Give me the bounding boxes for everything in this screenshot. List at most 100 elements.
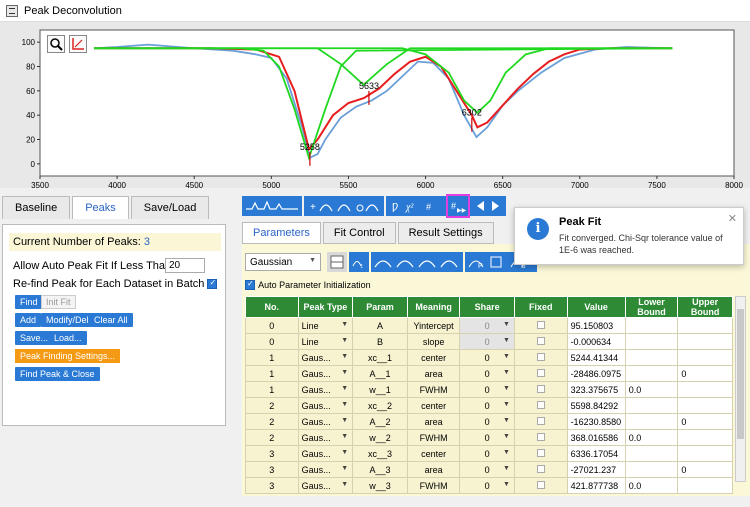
modify-del-button[interactable]: Modify/Del	[41, 313, 94, 327]
fit-until-converge-icon[interactable]: # ▶▶	[446, 194, 470, 218]
fixed-checkbox[interactable]	[536, 416, 545, 425]
tab-fit-control[interactable]: Fit Control	[322, 222, 396, 244]
cell-value[interactable]: -27021.237	[566, 461, 626, 478]
sort-peaks-icon[interactable]: ↕	[349, 252, 369, 272]
cell-share[interactable]: 0	[459, 461, 515, 478]
cell-lower-bound[interactable]	[624, 413, 679, 430]
cell-upper-bound[interactable]	[677, 381, 733, 398]
fixed-checkbox[interactable]	[536, 336, 545, 345]
fixed-checkbox[interactable]	[536, 320, 545, 329]
cell-share[interactable]: 0	[459, 349, 515, 366]
cell-fixed[interactable]	[513, 397, 568, 414]
tab-parameters[interactable]: Parameters	[242, 222, 321, 244]
cell-upper-bound[interactable]	[677, 349, 733, 366]
cell-share[interactable]: 0	[459, 397, 515, 414]
cell-upper-bound[interactable]	[677, 477, 733, 494]
cell-lower-bound[interactable]	[624, 397, 679, 414]
auto-init-checkbox[interactable]	[245, 279, 255, 291]
cell-lower-bound[interactable]	[624, 349, 679, 366]
prev-next-icon[interactable]	[470, 196, 506, 216]
axis-rescale-icon[interactable]	[69, 35, 87, 53]
cell-value[interactable]: 323.375675	[566, 381, 626, 398]
cell-value[interactable]: 5244.41344	[566, 349, 626, 366]
cell-share[interactable]: 0	[459, 413, 515, 430]
cell-fixed[interactable]	[513, 429, 568, 446]
cell-share[interactable]: 0	[459, 381, 515, 398]
auto-fit-input[interactable]: 20	[165, 258, 205, 273]
init-fit-button[interactable]: Init Fit	[41, 295, 76, 309]
close-icon[interactable]: ✕	[727, 213, 737, 225]
cell-share[interactable]: 0	[459, 333, 515, 350]
cell-fixed[interactable]	[513, 445, 568, 462]
fixed-checkbox[interactable]	[536, 352, 545, 361]
cell-upper-bound[interactable]: 0	[677, 413, 733, 430]
cell-fixed[interactable]	[513, 349, 568, 366]
cell-share[interactable]: 0	[459, 365, 515, 382]
cell-fixed[interactable]	[513, 413, 568, 430]
fixed-checkbox[interactable]	[536, 480, 545, 489]
cell-share[interactable]: 0	[459, 477, 515, 494]
refind-checkbox[interactable]	[207, 278, 218, 290]
fixed-checkbox[interactable]	[536, 464, 545, 473]
fixed-checkbox[interactable]	[536, 432, 545, 441]
cell-upper-bound[interactable]	[677, 445, 733, 462]
load-button[interactable]: Load...	[49, 331, 87, 345]
cell-peak-type[interactable]: Gaus...	[297, 381, 354, 398]
tab-baseline[interactable]: Baseline	[2, 196, 71, 219]
cell-share[interactable]: 0	[459, 429, 515, 446]
cell-fixed[interactable]	[513, 333, 568, 350]
cell-peak-type[interactable]: Gaus...	[297, 461, 354, 478]
cell-lower-bound[interactable]	[624, 333, 679, 350]
cell-upper-bound[interactable]	[677, 333, 733, 350]
cell-peak-type[interactable]: Gaus...	[297, 429, 354, 446]
cell-peak-type[interactable]: Gaus...	[297, 413, 354, 430]
peak-finding-settings-button[interactable]: Peak Finding Settings...	[15, 349, 121, 363]
add-button[interactable]: Add	[15, 313, 42, 327]
zoom-icon[interactable]	[47, 35, 65, 53]
cell-value[interactable]: 6336.17054	[566, 445, 626, 462]
cell-peak-type[interactable]: Line	[297, 317, 354, 334]
cell-lower-bound[interactable]	[624, 445, 679, 462]
function-select[interactable]: Gaussian	[245, 253, 321, 271]
tab-save-load[interactable]: Save/Load	[130, 196, 210, 219]
find-button[interactable]: Find	[15, 295, 43, 309]
cell-peak-type[interactable]: Gaus...	[297, 397, 354, 414]
cell-peak-type[interactable]: Gaus...	[297, 365, 354, 382]
cell-peak-type[interactable]: Gaus...	[297, 477, 354, 494]
peak-shape-icons[interactable]	[371, 252, 463, 272]
tab-peaks[interactable]: Peaks	[72, 196, 129, 219]
cell-lower-bound[interactable]: 0.0	[624, 381, 679, 398]
fixed-checkbox[interactable]	[536, 384, 545, 393]
cell-lower-bound[interactable]: 0.0	[624, 477, 679, 494]
fixed-checkbox[interactable]	[536, 368, 545, 377]
cell-value[interactable]: -28486.0975	[566, 365, 626, 382]
cell-value[interactable]: -16230.8580	[566, 413, 626, 430]
cell-value[interactable]: -0.000634	[566, 333, 626, 350]
cell-upper-bound[interactable]	[677, 317, 733, 334]
cell-value[interactable]: 421.877738	[566, 477, 626, 494]
find-peak-close-button[interactable]: Find Peak & Close	[15, 367, 100, 381]
cell-share[interactable]: 0	[459, 317, 515, 334]
cell-upper-bound[interactable]: 0	[677, 365, 733, 382]
cell-peak-type[interactable]: Gaus...	[297, 349, 354, 366]
cell-fixed[interactable]	[513, 381, 568, 398]
cell-value[interactable]: 368.016586	[566, 429, 626, 446]
table-scrollbar[interactable]	[735, 296, 746, 482]
cell-lower-bound[interactable]	[624, 461, 679, 478]
cell-value[interactable]: 5598.84292	[566, 397, 626, 414]
save-button[interactable]: Save...	[15, 331, 54, 345]
cell-upper-bound[interactable]	[677, 397, 733, 414]
baseline-mode-icon[interactable]	[242, 196, 302, 216]
clear-all-button[interactable]: Clear All	[89, 313, 133, 327]
cell-peak-type[interactable]: Gaus...	[297, 445, 354, 462]
table-row[interactable]: 0LineBslope0-0.000634	[245, 333, 733, 350]
fixed-checkbox[interactable]	[536, 448, 545, 457]
cell-lower-bound[interactable]: 0.0	[624, 429, 679, 446]
